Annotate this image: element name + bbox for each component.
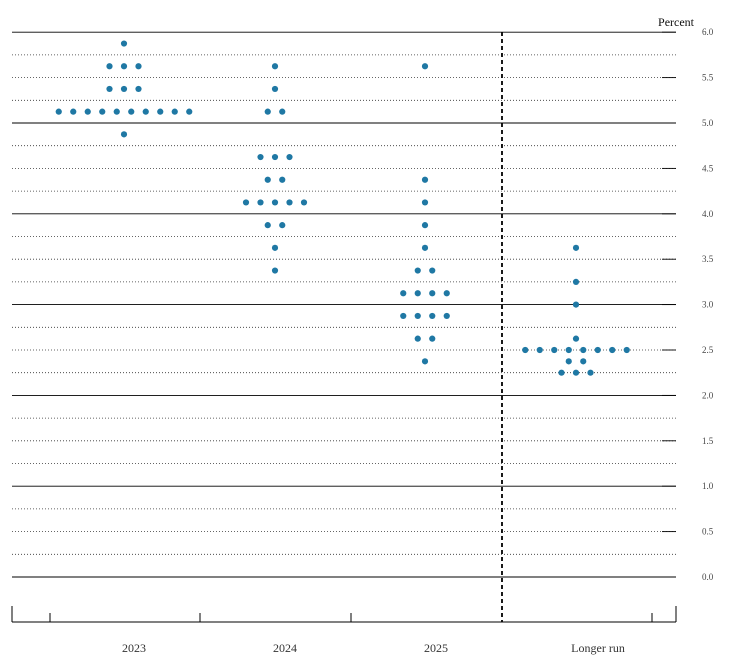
projection-dot xyxy=(522,346,529,354)
projection-dot xyxy=(242,199,250,206)
projection-dot xyxy=(421,63,429,70)
projection-dot xyxy=(99,108,106,115)
projection-dot xyxy=(55,108,62,115)
projection-dot xyxy=(421,222,429,229)
y-axis-labels: 0.0 0.5 1.0 1.5 2.0 2.5 3.0 3.5 4.0 4.5 5.0 5.5 6.0 xyxy=(702,27,714,582)
projection-dot xyxy=(271,267,279,274)
y-tick-label: 6.0 xyxy=(702,27,714,37)
projection-dot xyxy=(421,358,429,365)
projection-dot xyxy=(279,222,286,229)
projection-dot xyxy=(135,85,142,93)
projection-dot xyxy=(286,153,293,161)
projection-dot xyxy=(271,63,279,70)
projection-dot xyxy=(443,312,450,320)
projection-dot xyxy=(279,176,286,183)
projection-dot xyxy=(271,153,279,161)
projection-dot xyxy=(414,290,421,297)
projection-dot xyxy=(279,108,286,115)
projection-dot xyxy=(414,312,421,320)
projection-dot xyxy=(128,108,135,115)
projection-dot xyxy=(286,199,293,206)
projection-dot xyxy=(551,346,558,354)
projection-dot xyxy=(400,312,407,320)
projection-dot xyxy=(536,346,543,354)
projection-dot xyxy=(120,63,128,70)
projection-dot xyxy=(120,40,128,47)
projection-dot xyxy=(429,312,436,320)
projection-dot xyxy=(572,369,580,376)
category-labels: 2023 2024 2025 Longer run xyxy=(122,641,625,655)
projection-dot xyxy=(572,301,580,308)
projection-dot xyxy=(587,369,594,376)
y-tick-label: 0.5 xyxy=(702,527,714,537)
projection-dot xyxy=(171,108,178,115)
y-axis-unit-label: Percent xyxy=(658,15,695,29)
projection-dot xyxy=(120,131,128,138)
y-tick-label: 4.5 xyxy=(702,163,714,173)
projection-dot xyxy=(271,85,279,93)
projection-dot xyxy=(414,267,421,274)
projection-dot xyxy=(264,222,271,229)
projection-dot xyxy=(257,199,264,206)
projection-dot xyxy=(623,346,630,354)
category-label: 2025 xyxy=(424,641,448,655)
projection-dot xyxy=(572,335,580,342)
projection-dot xyxy=(580,358,587,365)
projection-dot xyxy=(142,108,149,115)
y-tick-label: 5.5 xyxy=(702,73,714,83)
category-label: Longer run xyxy=(571,641,625,655)
projection-dot xyxy=(421,244,429,251)
grid-lines xyxy=(12,31,676,578)
projection-dot xyxy=(609,346,616,354)
y-tick-label: 0.0 xyxy=(702,572,714,582)
projection-dot xyxy=(264,176,271,183)
projection-dot xyxy=(400,290,407,297)
projection-dot xyxy=(271,244,279,251)
projection-dot xyxy=(186,108,193,115)
y-tick-label: 1.5 xyxy=(702,436,714,446)
y-tick-label: 5.0 xyxy=(702,118,714,128)
projection-dot xyxy=(271,199,279,206)
category-label: 2023 xyxy=(122,641,146,655)
y-tick-label: 4.0 xyxy=(702,209,714,219)
projection-dot xyxy=(157,108,164,115)
projection-dot xyxy=(106,63,113,70)
y-tick-label: 1.0 xyxy=(702,481,714,491)
projection-dot xyxy=(421,176,429,183)
x-axis xyxy=(11,606,677,623)
dots-layer xyxy=(55,40,630,376)
category-label: 2024 xyxy=(273,641,297,655)
projection-dot xyxy=(429,335,436,342)
y-tick-label: 2.5 xyxy=(702,345,714,355)
projection-dot xyxy=(300,199,308,206)
y-axis-tick-marks xyxy=(662,31,676,578)
projection-dot xyxy=(558,369,565,376)
projection-dot xyxy=(429,267,436,274)
projection-dot xyxy=(264,108,271,115)
projection-dot xyxy=(414,335,421,342)
y-tick-label: 2.0 xyxy=(702,390,714,400)
projection-dot xyxy=(594,346,601,354)
projection-dot xyxy=(257,153,264,161)
y-tick-label: 3.5 xyxy=(702,254,714,264)
projection-dot xyxy=(580,346,587,354)
projection-dot xyxy=(565,358,572,365)
projection-dot xyxy=(565,346,572,354)
projection-dot xyxy=(572,244,580,251)
projection-dot xyxy=(120,85,128,93)
projection-dot xyxy=(572,278,580,285)
projection-dot xyxy=(443,290,450,297)
projection-dot xyxy=(135,63,142,70)
projection-dot xyxy=(421,199,429,206)
projection-dot xyxy=(429,290,436,297)
projection-dot xyxy=(106,85,113,93)
projection-dot xyxy=(70,108,77,115)
y-tick-label: 3.0 xyxy=(702,300,714,310)
projection-dot xyxy=(84,108,91,115)
projection-dot xyxy=(113,108,120,115)
